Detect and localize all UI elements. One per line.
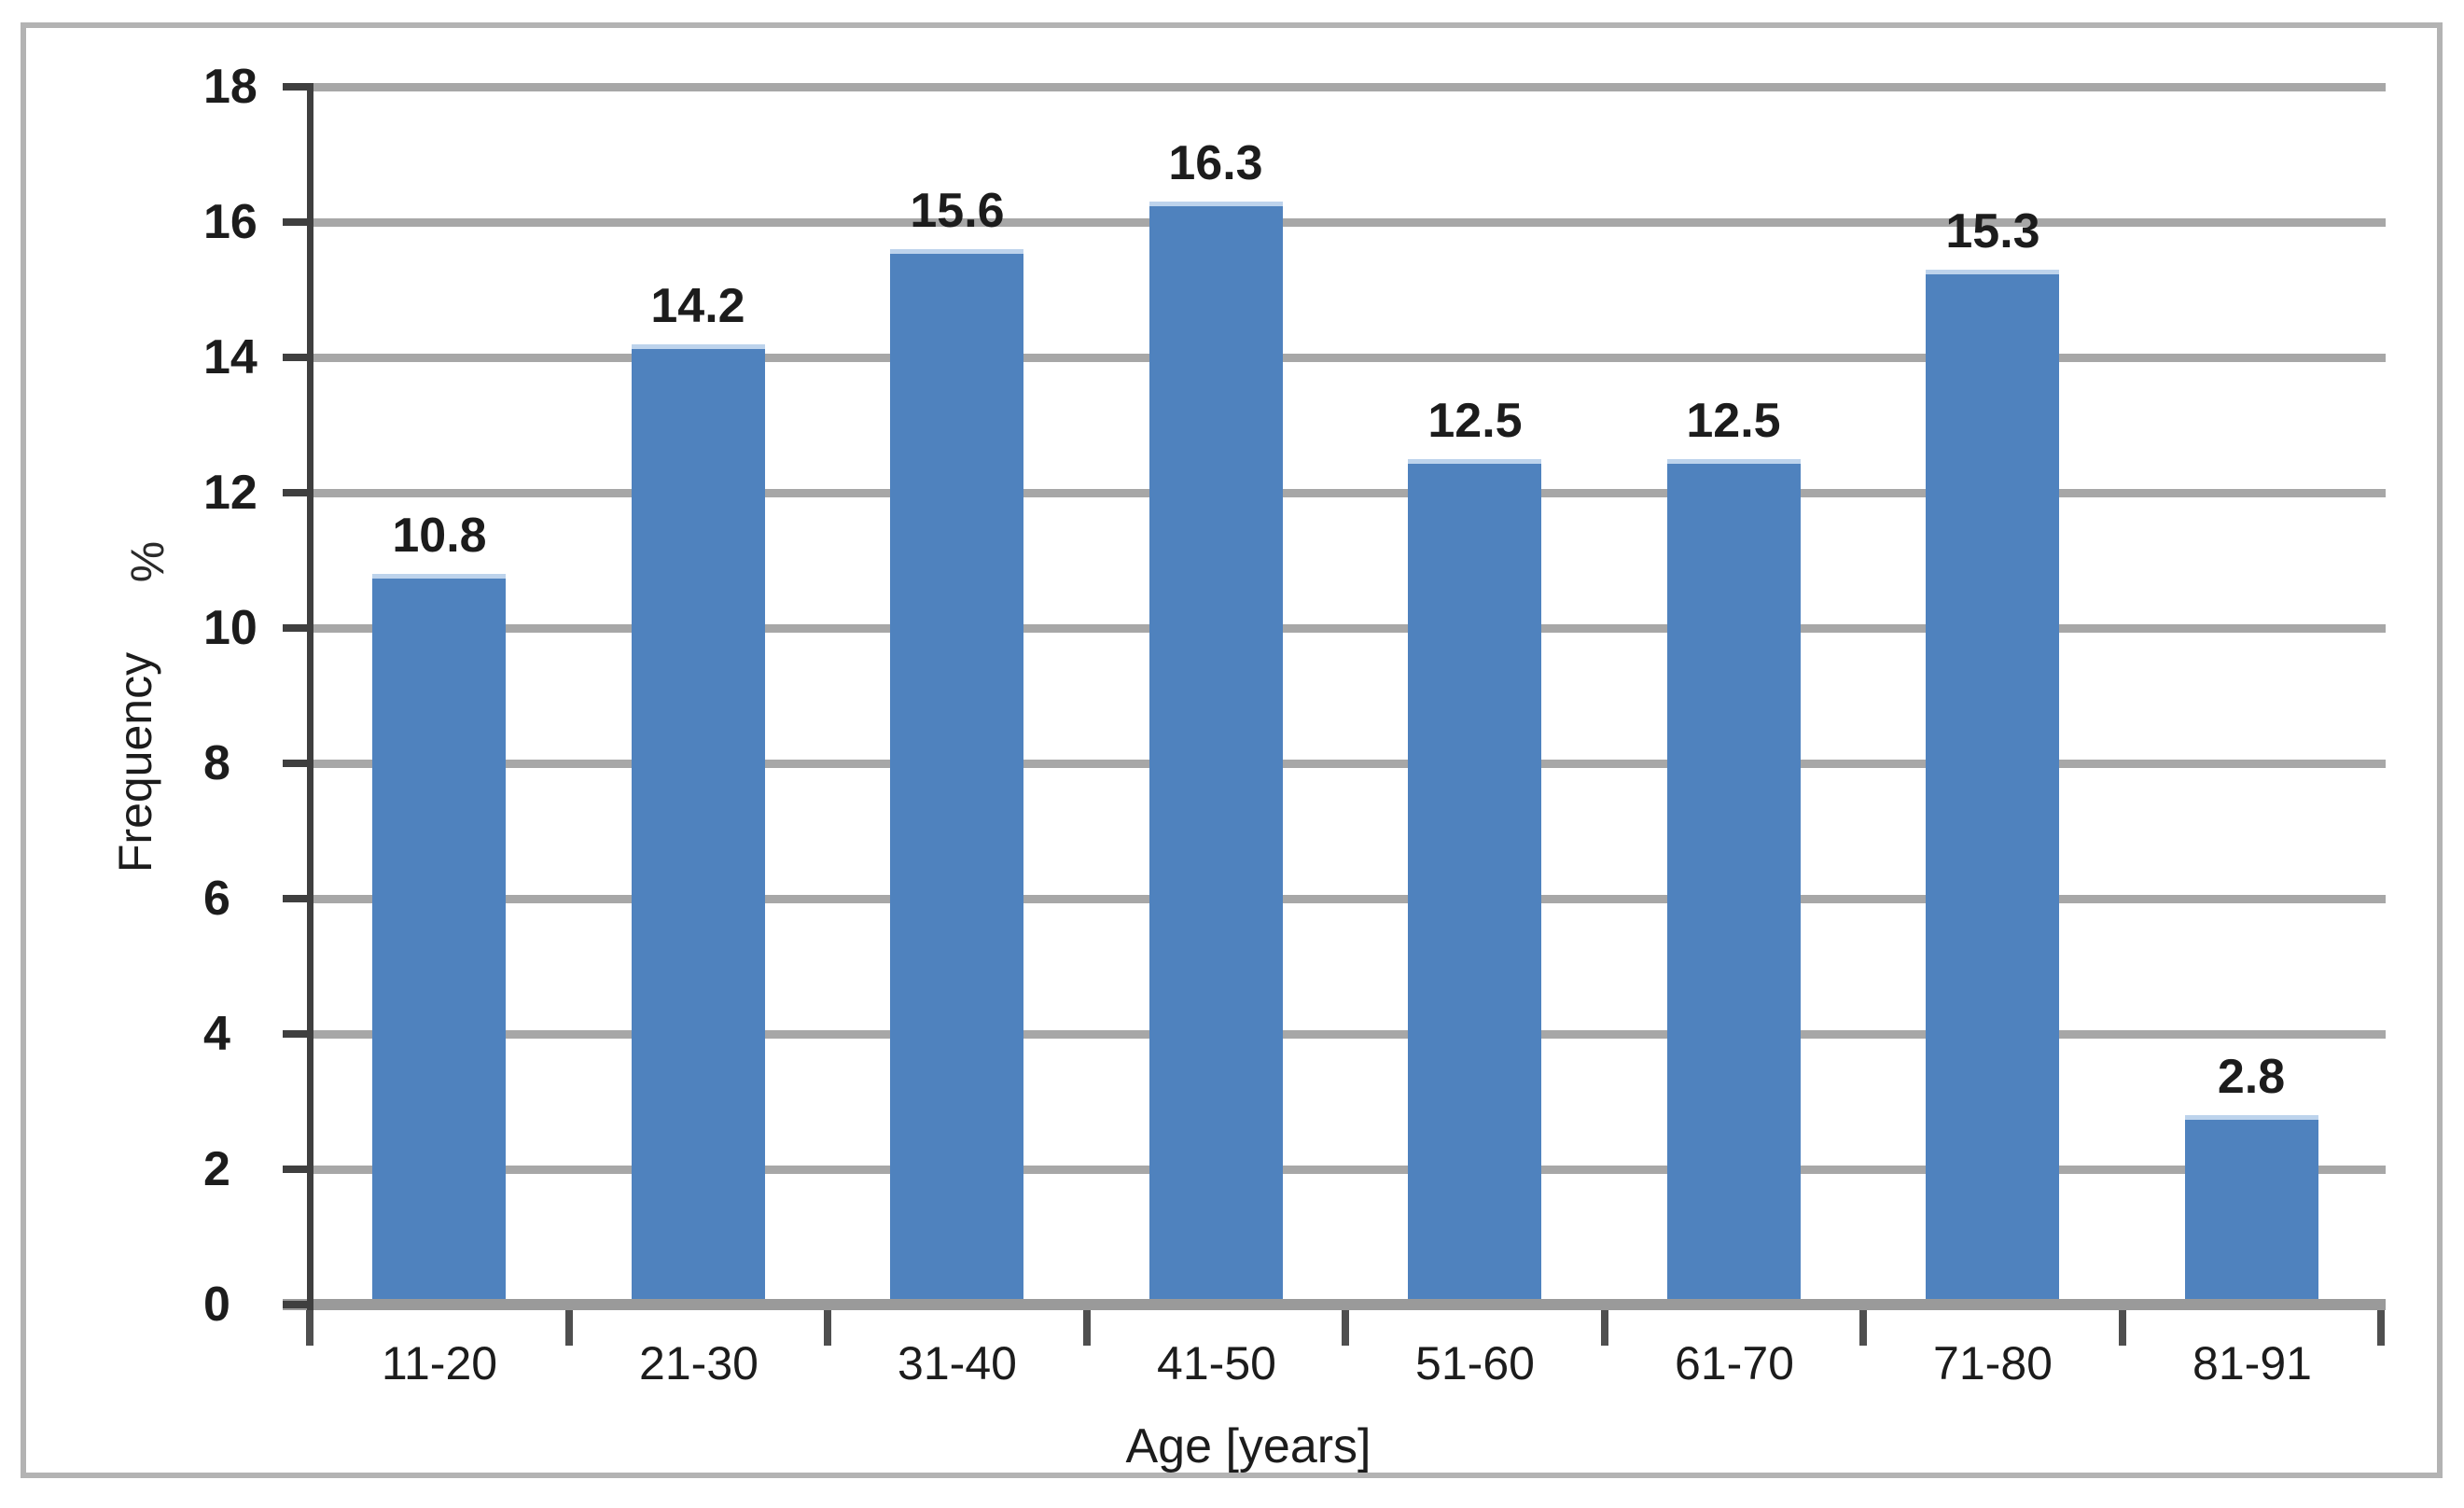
x-axis-title: Age [years]	[1125, 1419, 1371, 1473]
y-tick-14	[283, 354, 310, 361]
bar-value-label-51-60: 12.5	[1427, 394, 1523, 448]
y-tick-label-10: 10	[203, 601, 258, 655]
y-tick-label-6: 6	[203, 872, 230, 926]
gridline-y12	[310, 489, 2386, 497]
gridline-y18	[310, 83, 2386, 91]
gridline-y4	[310, 1030, 2386, 1039]
y-tick-18	[283, 83, 310, 91]
y-tick-label-4: 4	[203, 1007, 230, 1061]
bar-61-70	[1667, 459, 1801, 1305]
bar-value-label-81-91: 2.8	[2217, 1050, 2286, 1104]
bar-21-30	[632, 344, 765, 1306]
bar-value-label-31-40: 15.6	[910, 184, 1005, 238]
x-category-label-21-30: 21-30	[639, 1337, 759, 1389]
y-tick-label-14: 14	[203, 330, 258, 384]
x-category-label-41-50: 41-50	[1157, 1337, 1276, 1389]
y-tick-label-12: 12	[203, 466, 258, 520]
gridline-y16	[310, 218, 2386, 227]
bar-71-80	[1926, 270, 2059, 1305]
y-tick-2	[283, 1166, 310, 1173]
x-tick-4	[1342, 1310, 1349, 1346]
x-tick-8	[2377, 1310, 2385, 1346]
y-tick-16	[283, 218, 310, 226]
x-axis-baseline	[283, 1299, 2386, 1310]
y-tick-label-0: 0	[203, 1278, 230, 1332]
bar-51-60	[1408, 459, 1541, 1305]
y-tick-label-2: 2	[203, 1142, 230, 1196]
y-axis-unit-percent: %	[121, 540, 174, 583]
x-category-label-51-60: 51-60	[1415, 1337, 1535, 1389]
bar-81-91	[2185, 1115, 2318, 1305]
bar-value-label-41-50: 16.3	[1168, 136, 1263, 190]
x-tick-5	[1601, 1310, 1608, 1346]
bar-11-20	[372, 574, 506, 1305]
y-tick-6	[283, 895, 310, 902]
x-tick-0	[306, 1310, 313, 1346]
x-tick-1	[565, 1310, 573, 1346]
gridline-y2	[310, 1166, 2386, 1174]
x-tick-6	[1859, 1310, 1867, 1346]
bar-value-label-11-20: 10.8	[392, 509, 487, 563]
y-tick-4	[283, 1030, 310, 1038]
y-tick-8	[283, 760, 310, 767]
bar-value-label-21-30: 14.2	[650, 279, 745, 333]
gridline-y10	[310, 624, 2386, 633]
gridline-y6	[310, 895, 2386, 903]
x-category-label-81-91: 81-91	[2193, 1337, 2312, 1389]
gridline-y8	[310, 760, 2386, 768]
x-tick-2	[824, 1310, 831, 1346]
x-tick-3	[1083, 1310, 1091, 1346]
x-category-label-71-80: 71-80	[1933, 1337, 2053, 1389]
y-axis-line	[307, 83, 313, 1346]
bar-41-50	[1149, 202, 1283, 1305]
x-tick-7	[2119, 1310, 2126, 1346]
bar-31-40	[890, 249, 1023, 1305]
y-tick-10	[283, 624, 310, 632]
bar-value-label-71-80: 15.3	[1945, 204, 2040, 258]
x-category-label-61-70: 61-70	[1675, 1337, 1794, 1389]
y-tick-label-16: 16	[203, 195, 258, 249]
x-category-label-31-40: 31-40	[898, 1337, 1017, 1389]
gridline-y14	[310, 354, 2386, 362]
y-tick-0	[283, 1301, 310, 1308]
y-tick-12	[283, 489, 310, 496]
bar-value-label-61-70: 12.5	[1686, 394, 1781, 448]
y-tick-label-8: 8	[203, 736, 230, 790]
x-category-label-11-20: 11-20	[381, 1337, 498, 1389]
y-tick-label-18: 18	[203, 60, 258, 114]
